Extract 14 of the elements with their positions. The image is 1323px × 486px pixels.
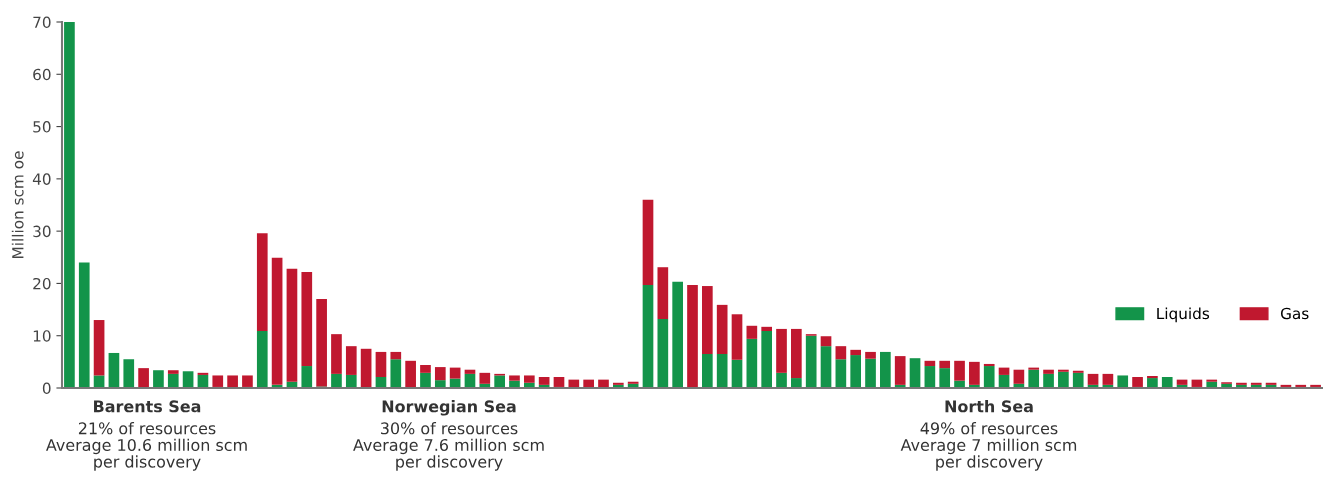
text: Barents Sea 21% of resources Average 10.6 million scm per discovery (46, 400, 247, 471)
y-tick-label: 50 (33, 121, 51, 133)
y-axis-title: Million scm oe (11, 151, 24, 258)
y-tick-label: 70 (33, 16, 51, 29)
text: North Sea 49% of resources Average 7 million scm per discovery (900, 400, 1077, 471)
legend-label: Liquids (1157, 307, 1210, 323)
y-tick-label: 20 (33, 277, 51, 290)
y-tick-label: 40 (32, 173, 51, 185)
y-tick-label: 10 (33, 330, 51, 342)
text: Norwegian Sea 30% of resources Average 7.6 million scm per discovery (353, 400, 544, 471)
y-tick-label: 30 (33, 225, 51, 238)
y-tick-label: 0 (42, 382, 51, 395)
legend-label: Gas (1280, 307, 1309, 320)
y-tick-label: 60 (33, 68, 51, 81)
